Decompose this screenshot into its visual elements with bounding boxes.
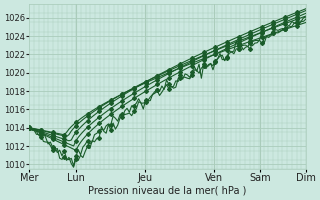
X-axis label: Pression niveau de la mer( hPa ): Pression niveau de la mer( hPa ) (89, 186, 247, 196)
